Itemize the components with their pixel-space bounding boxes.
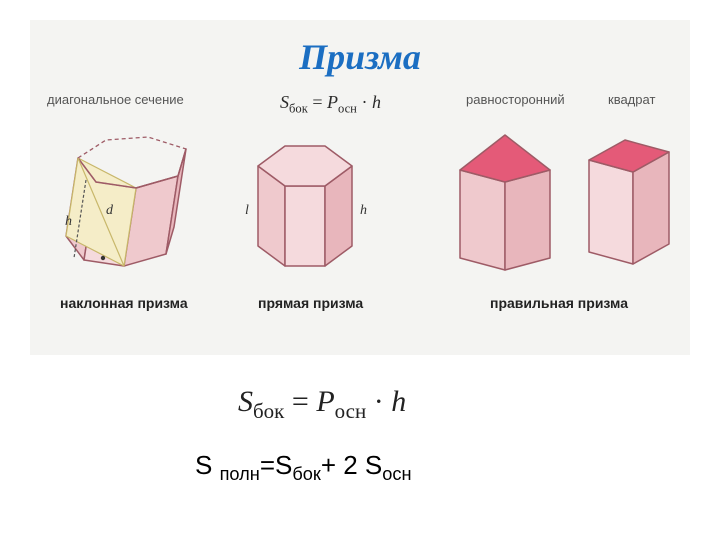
label-regular-prism: правильная призма (490, 295, 628, 311)
straight-prism-figure: l h (230, 110, 400, 290)
straight-face (285, 186, 325, 266)
triangle-face (460, 170, 505, 270)
label-straight-prism: прямая призма (258, 295, 363, 311)
triangular-prism-figure (440, 110, 570, 290)
label-oblique-prism: наклонная призма (60, 295, 188, 311)
label-l: l (245, 203, 249, 218)
formula-full-surface: S полн=Sбок+ 2 Sосн (195, 450, 412, 485)
label-d: d (106, 203, 114, 218)
label-equilateral: равносторонний (466, 92, 565, 107)
cube-prism-figure (575, 110, 685, 290)
label-h2: h (360, 203, 367, 218)
oblique-prism-figure: h d (48, 110, 223, 290)
label-diagonal-section: диагональное сечение (47, 92, 184, 107)
page: { "title": { "text": "Призма", "color": … (0, 0, 720, 540)
label-square: квадрат (608, 92, 655, 107)
triangle-face (505, 170, 550, 270)
base-point (101, 256, 105, 260)
page-title: Призма (30, 36, 690, 78)
formula-lateral-big: Sбок = Pосн · h (238, 385, 406, 424)
cube-face (589, 160, 633, 264)
label-h: h (65, 214, 72, 229)
